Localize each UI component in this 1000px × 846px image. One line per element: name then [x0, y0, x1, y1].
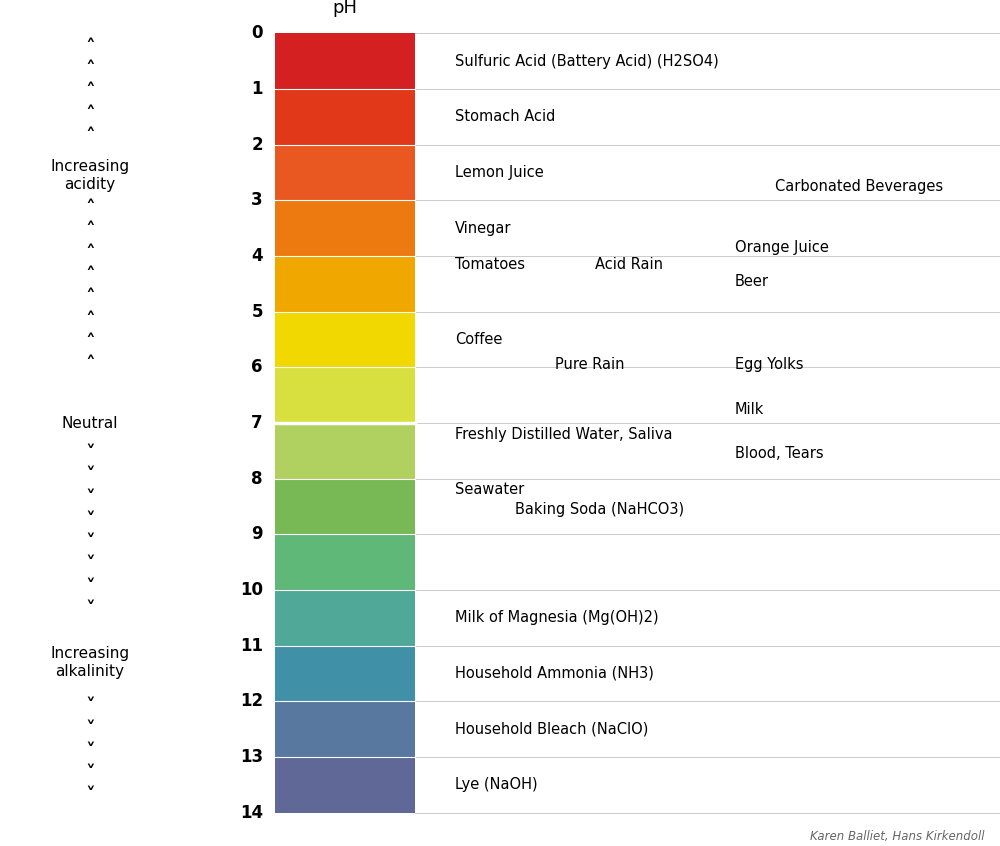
Bar — [275, 367, 415, 423]
Text: ˅: ˅ — [85, 578, 95, 596]
Text: Stomach Acid: Stomach Acid — [455, 109, 555, 124]
Text: ˄: ˄ — [85, 355, 95, 374]
Text: Seawater: Seawater — [455, 482, 524, 497]
Bar — [275, 89, 415, 145]
Text: 0: 0 — [252, 25, 263, 42]
Text: ˄: ˄ — [85, 38, 95, 57]
Text: 3: 3 — [251, 191, 263, 209]
Text: Acid Rain: Acid Rain — [595, 257, 663, 272]
Text: Vinegar: Vinegar — [455, 221, 512, 236]
Bar — [275, 590, 415, 645]
Text: 6: 6 — [252, 359, 263, 376]
Text: ˅: ˅ — [85, 787, 95, 805]
Text: Egg Yolks: Egg Yolks — [735, 357, 804, 372]
Text: ˅: ˅ — [85, 444, 95, 463]
Text: Karen Balliet, Hans Kirkendoll: Karen Balliet, Hans Kirkendoll — [810, 830, 985, 843]
Text: ˄: ˄ — [85, 82, 95, 102]
Text: Neutral: Neutral — [62, 415, 118, 431]
Bar — [275, 535, 415, 590]
Bar — [275, 256, 415, 311]
Text: Blood, Tears: Blood, Tears — [735, 446, 824, 461]
Text: 5: 5 — [252, 303, 263, 321]
Text: Household Bleach (NaClO): Household Bleach (NaClO) — [455, 722, 648, 737]
Text: Coffee: Coffee — [455, 332, 502, 347]
Text: 1: 1 — [252, 80, 263, 98]
Text: ˅: ˅ — [85, 697, 95, 717]
Bar — [275, 757, 415, 813]
Text: 7: 7 — [251, 414, 263, 432]
Text: 4: 4 — [251, 247, 263, 265]
Text: ˄: ˄ — [85, 244, 95, 263]
Bar — [275, 33, 415, 89]
Text: ˄: ˄ — [85, 60, 95, 79]
Text: ˅: ˅ — [85, 742, 95, 761]
Text: Milk: Milk — [735, 402, 764, 416]
Text: Increasing
alkalinity: Increasing alkalinity — [50, 646, 130, 678]
Bar — [275, 701, 415, 757]
Text: 10: 10 — [240, 581, 263, 599]
Text: 12: 12 — [240, 692, 263, 711]
Text: Increasing
acidity: Increasing acidity — [50, 159, 130, 191]
Text: Orange Juice: Orange Juice — [735, 240, 829, 255]
Bar — [275, 479, 415, 535]
Text: ˅: ˅ — [85, 600, 95, 619]
Text: Lemon Juice: Lemon Juice — [455, 165, 544, 180]
Text: ˅: ˅ — [85, 511, 95, 530]
Bar — [275, 645, 415, 701]
Text: ˅: ˅ — [85, 533, 95, 552]
Text: ˅: ˅ — [85, 720, 95, 739]
Text: Pure Rain: Pure Rain — [555, 357, 624, 372]
Bar — [275, 423, 415, 479]
Text: ˄: ˄ — [85, 310, 95, 330]
Text: ˄: ˄ — [85, 266, 95, 285]
Bar — [275, 201, 415, 256]
Text: Carbonated Beverages: Carbonated Beverages — [775, 179, 943, 194]
Text: 9: 9 — [251, 525, 263, 543]
Text: Sulfuric Acid (Battery Acid) (H2SO4): Sulfuric Acid (Battery Acid) (H2SO4) — [455, 54, 719, 69]
Text: 2: 2 — [251, 135, 263, 154]
Text: 11: 11 — [240, 637, 263, 655]
Text: ˄: ˄ — [85, 222, 95, 240]
Bar — [275, 311, 415, 367]
Text: Household Ammonia (NH3): Household Ammonia (NH3) — [455, 666, 654, 681]
Text: ˅: ˅ — [85, 466, 95, 486]
Text: ˅: ˅ — [85, 764, 95, 783]
Bar — [275, 145, 415, 201]
Text: ˅: ˅ — [85, 556, 95, 574]
Text: 8: 8 — [252, 470, 263, 487]
Text: ˄: ˄ — [85, 288, 95, 307]
Text: 13: 13 — [240, 748, 263, 766]
Text: Freshly Distilled Water, Saliva: Freshly Distilled Water, Saliva — [455, 426, 672, 442]
Text: ˅: ˅ — [85, 489, 95, 508]
Text: Beer: Beer — [735, 273, 769, 288]
Text: 14: 14 — [240, 804, 263, 821]
Text: ˄: ˄ — [85, 199, 95, 218]
Text: Milk of Magnesia (Mg(OH)2): Milk of Magnesia (Mg(OH)2) — [455, 610, 659, 625]
Text: Lye (NaOH): Lye (NaOH) — [455, 777, 538, 792]
Text: Baking Soda (NaHCO3): Baking Soda (NaHCO3) — [515, 502, 684, 517]
Text: pH: pH — [332, 0, 358, 18]
Text: ˄: ˄ — [85, 127, 95, 146]
Text: ˄: ˄ — [85, 332, 95, 352]
Text: Tomatoes: Tomatoes — [455, 257, 525, 272]
Text: ˄: ˄ — [85, 105, 95, 124]
